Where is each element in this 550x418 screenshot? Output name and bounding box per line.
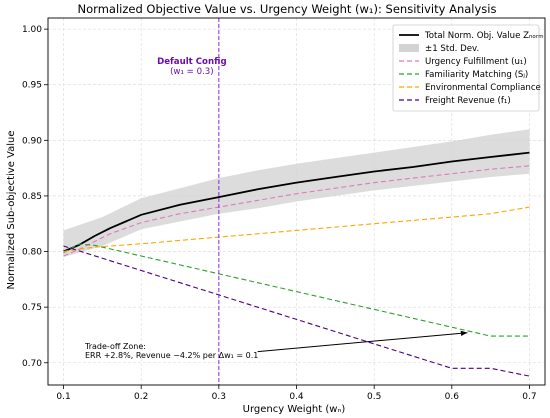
y-axis-label: Normalized Sub-objective Value <box>6 130 17 289</box>
x-tick-label: 0.7 <box>522 392 536 402</box>
legend-label: ±1 Std. Dev. <box>425 44 479 54</box>
legend-label: Urgency Fulfillment (u₁) <box>425 57 527 67</box>
legend: Total Norm. Obj. Value Zₙₒᵣₘ ±1 Std. Dev.… <box>392 24 544 112</box>
annotation-arrow <box>257 332 468 353</box>
y-tick-label: 1.00 <box>22 25 42 35</box>
x-tick-label: 0.3 <box>212 392 226 402</box>
x-tick-label: 0.2 <box>134 392 148 402</box>
annotation-layer: Trade-off Zone:ERR +2.8%, Revenue −4.2% … <box>84 330 468 360</box>
grid <box>48 18 545 385</box>
legend-label: Total Norm. Obj. Value Zₙₒᵣₘ <box>424 31 544 41</box>
annotation-title: Trade-off Zone: <box>84 342 146 351</box>
x-tick-label: 0.1 <box>56 392 70 402</box>
y-tick-label: 0.80 <box>22 248 42 258</box>
x-axis-label: Urgency Weight (wₙ) <box>243 404 346 415</box>
default-config-layer: Default Config(w₁ = 0.3) <box>157 18 227 385</box>
x-tick-label: 0.5 <box>367 392 381 402</box>
annotation-detail: ERR +2.8%, Revenue −4.2% per Δw₁ = 0.1 <box>85 351 258 360</box>
series-line-1 <box>63 165 530 257</box>
series-line-4 <box>63 245 530 377</box>
default-config-sublabel: (w₁ = 0.3) <box>170 67 214 77</box>
annotation-arrowhead <box>460 330 468 337</box>
y-tick-label: 0.75 <box>22 303 42 313</box>
default-config-label: Default Config <box>157 57 227 67</box>
y-tick-label: 0.90 <box>22 136 42 146</box>
axes-layer: 0.1 0.2 0.3 0.4 0.5 0.6 0.7 0.70 0.75 0.80 0.85 0.9… <box>22 17 546 402</box>
chart-title: Normalized Objective Value vs. Urgency W… <box>78 2 497 16</box>
y-tick-label: 0.70 <box>22 359 42 369</box>
x-tick-label: 0.4 <box>289 392 304 402</box>
legend-label: Familiarity Matching (Sⱼ) <box>425 70 528 80</box>
series-line-2 <box>63 243 530 337</box>
plot-frame <box>47 17 546 386</box>
y-tick-label: 0.85 <box>22 192 42 202</box>
legend-label: Freight Revenue (f₁) <box>425 96 511 106</box>
y-tick-label: 0.95 <box>22 81 42 91</box>
legend-swatch <box>399 44 419 52</box>
legend-label: Environmental Compliance <box>425 83 541 93</box>
series-line-0 <box>63 151 530 253</box>
series-layer <box>63 151 530 377</box>
series-line-3 <box>63 206 530 253</box>
x-tick-label: 0.6 <box>445 392 460 402</box>
legend-box <box>392 24 540 112</box>
